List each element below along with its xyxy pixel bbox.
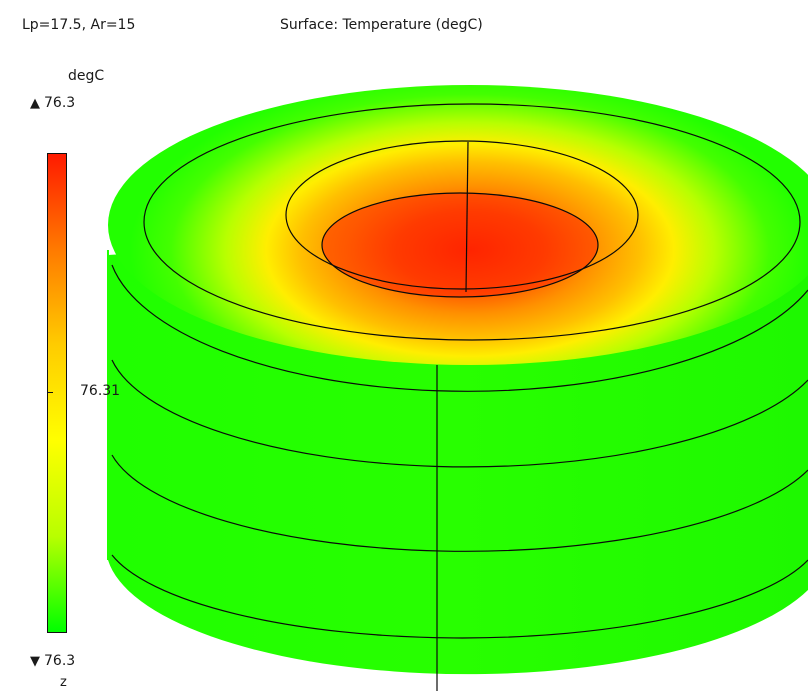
- top-radial-edge: [465, 141, 469, 293]
- min-triangle-icon: ▼: [30, 654, 40, 669]
- plot-title: Surface: Temperature (degC): [280, 17, 483, 33]
- colorbar-min-row: ▼ 76.3: [30, 653, 75, 669]
- colorbar-max-row: ▲ 76.3: [30, 95, 75, 111]
- band-edge-lower: [111, 554, 808, 639]
- colorbar-min-label: 76.3: [44, 653, 76, 669]
- colorbar-max-label: 76.3: [44, 95, 76, 111]
- max-triangle-icon: ▲: [30, 96, 40, 111]
- middle-ring-edge: [285, 140, 639, 290]
- colorbar-unit-label: degC: [68, 68, 105, 84]
- axis-label-z: z: [60, 675, 67, 690]
- inner-hot-region: [322, 193, 598, 297]
- top-outer-edge: [143, 103, 801, 341]
- parameter-label: Lp=17.5, Ar=15: [22, 17, 136, 33]
- inner-ring-edge: [321, 192, 599, 298]
- colorbar-mid-tick: [47, 392, 53, 393]
- colorbar: [47, 153, 67, 633]
- band-edge-upper: [111, 359, 808, 468]
- band-edge-middle: [111, 454, 808, 552]
- model-edges: [111, 103, 808, 691]
- colorbar-mid-label: 76.31: [80, 383, 121, 399]
